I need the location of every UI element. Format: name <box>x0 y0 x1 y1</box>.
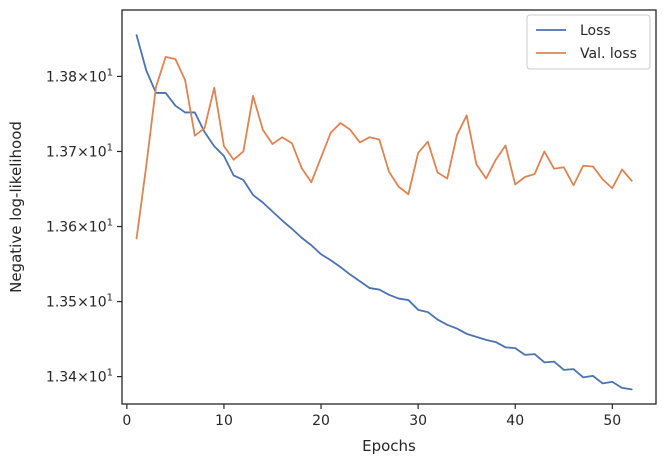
series-line-loss <box>135 34 633 391</box>
y-axis: 1.34×101 1.35×101 1.36×101 1.37×101 1.38×101 <box>46 67 122 386</box>
x-axis-label: Epochs <box>362 437 416 455</box>
x-tick-label: 20 <box>312 413 330 429</box>
legend-label-val-loss: Val. loss <box>580 46 637 62</box>
x-tick-label: 30 <box>409 413 427 429</box>
x-tick-label: 50 <box>603 413 621 429</box>
x-tick-label: 0 <box>122 413 131 429</box>
series-layer <box>135 34 633 391</box>
y-tick-label: 1.38×101 <box>46 67 113 85</box>
x-tick-label: 40 <box>506 413 524 429</box>
series-line-val-loss <box>135 56 633 240</box>
legend-label-loss: Loss <box>580 23 611 39</box>
x-axis: 0 10 20 30 40 50 <box>122 404 621 429</box>
plot-frame <box>121 9 657 405</box>
y-axis-label: Negative log-likelihood <box>7 121 25 293</box>
y-tick-label: 1.36×101 <box>46 218 113 236</box>
y-tick-label: 1.34×101 <box>46 368 113 386</box>
y-tick-label: 1.37×101 <box>46 142 113 160</box>
y-tick-label: 1.35×101 <box>46 293 113 311</box>
legend: Loss Val. loss <box>526 14 651 70</box>
legend-box <box>526 14 651 70</box>
x-tick-label: 10 <box>215 413 233 429</box>
